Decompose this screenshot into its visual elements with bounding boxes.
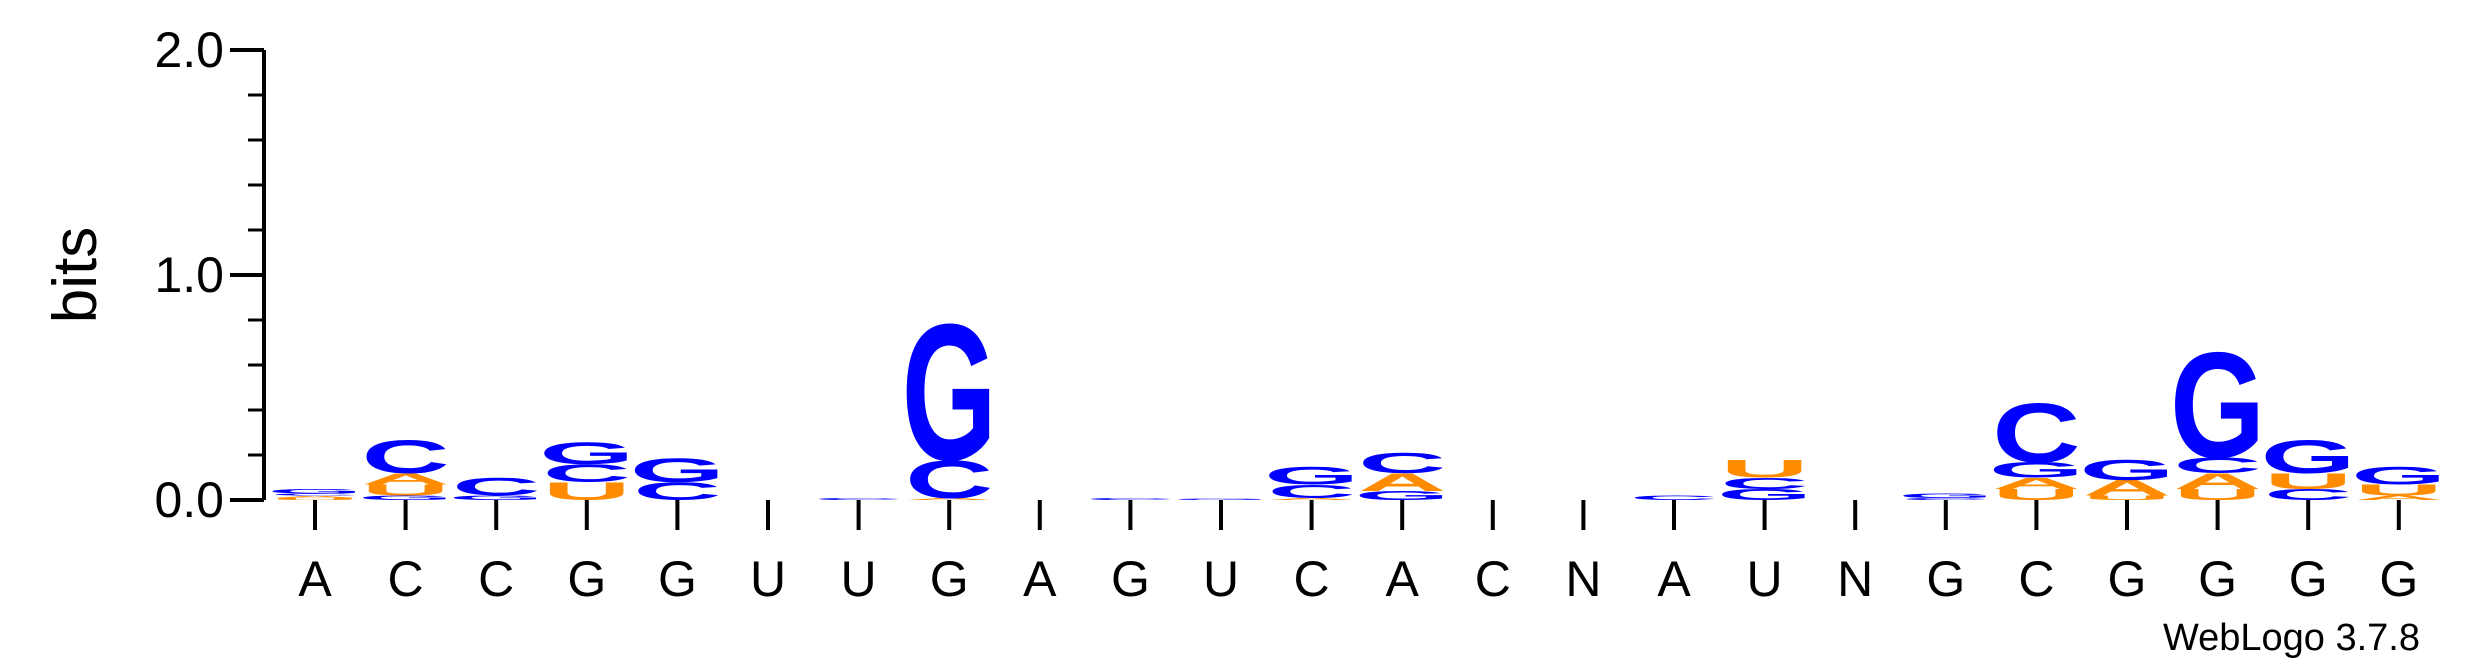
logo-letter-c: C [814, 497, 902, 500]
logo-letter-g: G [2079, 454, 2174, 486]
y-tick-label: 2.0 [154, 22, 224, 78]
x-tick-label: A [1386, 551, 1420, 607]
logo-letter-a: A [2083, 476, 2171, 501]
logo-letter-g: G [2351, 461, 2446, 489]
logo-letter-g: G [2261, 430, 2356, 483]
x-tick-label: G [930, 551, 969, 607]
logo-letter-a: A [905, 497, 993, 500]
x-tick-label: C [478, 551, 514, 607]
x-tick-label: U [1747, 551, 1783, 607]
x-tick-label: A [298, 551, 332, 607]
logo-letter-u: U [2264, 469, 2352, 494]
x-tick-label: G [2289, 551, 2328, 607]
logo-letter-c: C [1720, 475, 1808, 492]
logo-letter-g: G [1264, 461, 1359, 489]
logo-letter-c: C [1267, 481, 1355, 502]
logo-letter-u: U [1992, 486, 2080, 503]
logo-letter-g: G [902, 285, 997, 502]
logo-letter-g: G [358, 494, 453, 501]
logo-letter-a: A [1358, 468, 1446, 496]
logo-letter-a: A [2173, 469, 2261, 494]
logo-letter-c: C [452, 473, 540, 501]
y-tick-label: 0.0 [154, 472, 224, 528]
logo-letter-c: C [271, 493, 359, 496]
x-tick-label: A [1023, 551, 1057, 607]
weblogo-credit: WebLogo 3.7.8 [2163, 617, 2420, 659]
logo-letter-c: C [905, 450, 993, 509]
logo-letter-c: C [2264, 486, 2352, 503]
x-tick-label: N [1565, 551, 1601, 607]
logo-letter-c: C [543, 459, 631, 487]
logo-letter-u: U [2083, 494, 2171, 501]
x-tick-label: G [2379, 551, 2418, 607]
logo-letter-g: G [539, 435, 634, 470]
y-tick-label: 1.0 [154, 247, 224, 303]
y-axis-label: bits [41, 227, 110, 323]
logo-letter-c: C [1630, 494, 1718, 501]
logo-letter-g: G [1173, 499, 1268, 501]
x-tick-label: G [567, 551, 606, 607]
y-ticks: 0.0 1.0 2.0 [154, 22, 264, 528]
x-tick-label: U [750, 551, 786, 607]
logo-letter-g: G [1898, 492, 1993, 499]
x-tick-label: U [841, 551, 877, 607]
logo-letter-c: C [361, 430, 449, 483]
logo-letter-a: A [271, 495, 359, 498]
x-tick-label: G [2198, 551, 2237, 607]
logo-letter-g: G [1989, 458, 2084, 483]
logo-letter-g: G [449, 494, 544, 501]
logo-letter-a: A [1267, 497, 1355, 500]
x-tick-label: G [658, 551, 697, 607]
logo-letter-g: G [630, 451, 725, 489]
logo-letter-c: C [1902, 497, 1990, 500]
x-tick-label: G [1926, 551, 1965, 607]
x-tick-label: N [1837, 551, 1873, 607]
x-tick-label: C [388, 551, 424, 607]
logo-letter-g: G [1355, 489, 1450, 503]
x-tick-label: A [1657, 551, 1691, 607]
x-tick-label: C [2018, 551, 2054, 607]
logo-letter-c: C [1086, 497, 1174, 500]
logo-letter-a: A [2355, 494, 2443, 501]
x-tick-label: C [1475, 551, 1511, 607]
x-tick-label: G [1111, 551, 1150, 607]
logo-letter-u: U [2355, 481, 2443, 498]
x-tick-label: C [1294, 551, 1330, 607]
logo-letter-c: C [2173, 453, 2261, 478]
x-tick-label: G [2108, 551, 2147, 607]
logo-letter-a: A [1992, 475, 2080, 492]
logo-letter-c: C [1992, 386, 2080, 480]
logo-letter-u: U [1720, 455, 1808, 483]
logo-letter-g: G [2170, 322, 2265, 490]
logo-letter-u: U [361, 481, 449, 498]
logo-letter-c: C [1358, 447, 1446, 479]
logo-letter-g: G [267, 488, 362, 495]
logo-letter-u: U [271, 497, 359, 500]
logo-letter-u: U [2173, 486, 2261, 503]
x-tick-label: U [1203, 551, 1239, 607]
logo-letter-g: G [1717, 486, 1812, 503]
logo-letter-a: A [361, 470, 449, 487]
